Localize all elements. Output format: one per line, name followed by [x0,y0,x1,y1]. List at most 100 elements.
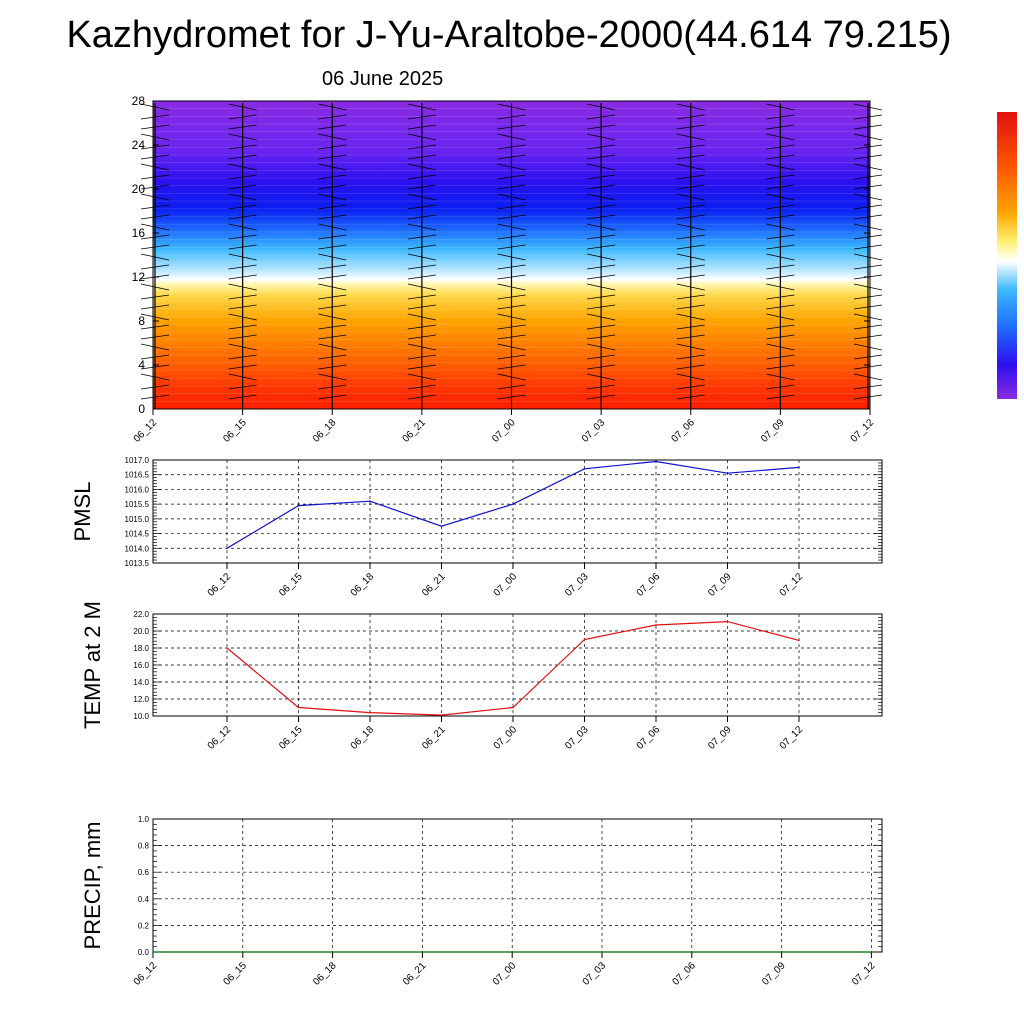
data-point [726,620,729,623]
data-point [297,706,300,709]
wind-barb-column [853,103,883,409]
y-tick-label: 22.0 [133,610,149,619]
y-tick-label: 12 [132,270,146,284]
x-tick-label: 06_12 [132,960,160,988]
wind-barb-column [676,103,705,409]
x-tick-label: 07_00 [490,417,518,445]
y-tick-label: 0.6 [138,868,150,877]
x-tick-label: 06_12 [206,571,234,599]
x-tick-label: 07_03 [580,417,608,445]
x-tick-label: 07_00 [492,571,520,599]
x-tick-label: 06_15 [277,571,305,599]
data-point [152,951,154,953]
x-tick-label: 06_18 [349,724,377,752]
wind-barb-column [497,103,526,409]
x-tick-label: 06_12 [206,724,234,752]
data-point [583,638,586,641]
temp-panel: 10.0 12.0 14.0 16.0 18.0 20.0 22.0 06_12 06_15 06… [80,601,883,752]
cross-section-panel: 0 4 8 12 16 20 24 28 06_12 06_15 06_18 06_21 07_00 07… [132,94,883,445]
data-point [226,647,228,649]
x-tick-label: 06_18 [311,417,339,445]
data-point [780,951,783,953]
y-tick-label: 1015.5 [125,500,150,509]
y-tick-label: 0.4 [138,895,150,904]
x-tick-label: 06_15 [221,960,249,988]
y-tick-label: 1.0 [138,815,150,824]
data-point [511,951,513,953]
y-tick-label: 0.2 [138,921,150,930]
y-tick-label: 1016.0 [125,485,150,494]
x-tick-label: 07_12 [778,571,806,599]
date-label: 06 June 2025 [322,68,444,90]
wind-barb-column [766,103,795,409]
y-tick-label: 8 [138,314,145,328]
data-point [583,468,586,470]
data-point [655,460,657,463]
colorbar [997,112,1017,399]
data-point [331,951,334,953]
pmsl-panel: 1013.5 1014.0 1014.5 1015.0 1015.5 1016.0 1016… [70,456,883,599]
chart-title: Kazhydromet for J-Yu-Araltobe-2000(44.61… [66,14,952,56]
x-tick-label: 06_21 [401,417,429,445]
y-tick-label: 20 [132,182,146,196]
plot-frame [152,818,883,953]
x-tick-label: 07_12 [849,417,877,445]
y-tick-label: 1014.0 [125,544,150,553]
x-tick-label: 06_21 [420,724,448,752]
data-point [369,500,371,503]
data-point [369,711,371,714]
data-point [512,503,514,505]
x-tick-label: 06_15 [277,724,305,752]
y-tick-label: 28 [132,94,146,108]
y-tick-label: 1017.0 [125,456,150,465]
x-tick-label: 07_09 [759,417,787,445]
x-tick-label: 07_06 [635,724,663,752]
y-axis-label: PRECIP, mm [80,822,105,950]
x-tick-label: 07_09 [706,724,734,752]
x-tick-label: 07_03 [581,960,609,988]
data-point [726,472,729,475]
data-point [440,525,443,528]
x-tick-label: 07_03 [563,571,591,599]
y-tick-label: 1016.5 [125,471,150,480]
y-tick-label: 20.0 [133,627,149,636]
x-tick-label: 07_06 [635,571,663,599]
x-tick-label: 07_06 [670,960,698,988]
data-point [601,951,603,953]
x-tick-label: 06_21 [401,960,429,988]
x-tick-label: 07_06 [669,417,697,445]
y-tick-label: 4 [138,358,145,372]
x-tick-label: 07_00 [491,960,519,988]
x-tick-label: 07_09 [760,960,788,988]
data-point [691,951,693,953]
wind-barb-column [587,103,616,409]
wind-barb-column [140,103,170,409]
wind-barb-column [407,103,436,409]
y-tick-label: 14.0 [133,678,149,687]
y-axis-label: PMSL [70,482,95,542]
y-tick-label: 1014.5 [125,530,150,539]
y-tick-label: 24 [132,138,146,152]
x-tick-label: 06_18 [349,571,377,599]
y-tick-label: 18.0 [133,644,149,653]
x-tick-label: 07_09 [706,571,734,599]
y-tick-label: 0.8 [138,842,150,851]
x-tick-label: 07_12 [850,960,878,988]
y-tick-label: 1013.5 [125,559,150,568]
data-point [297,504,300,507]
wind-barb-column [318,103,347,409]
y-tick-label: 0 [138,402,145,416]
data-point [242,951,244,953]
y-axis-label: TEMP at 2 M [80,601,105,729]
y-tick-label: 16.0 [133,661,149,670]
y-tick-label: 16 [132,226,146,240]
data-point [870,951,873,953]
y-tick-label: 10.0 [133,712,149,721]
y-tick-label: 1015.0 [125,515,150,524]
x-tick-label: 06_21 [420,571,448,599]
precip-panel: 0.0 0.2 0.4 0.6 0.8 1.0 06_12 06_15 06_18 06_21 07… [80,815,883,988]
data-point [655,624,657,626]
data-point [798,466,800,469]
data-point [226,547,228,550]
